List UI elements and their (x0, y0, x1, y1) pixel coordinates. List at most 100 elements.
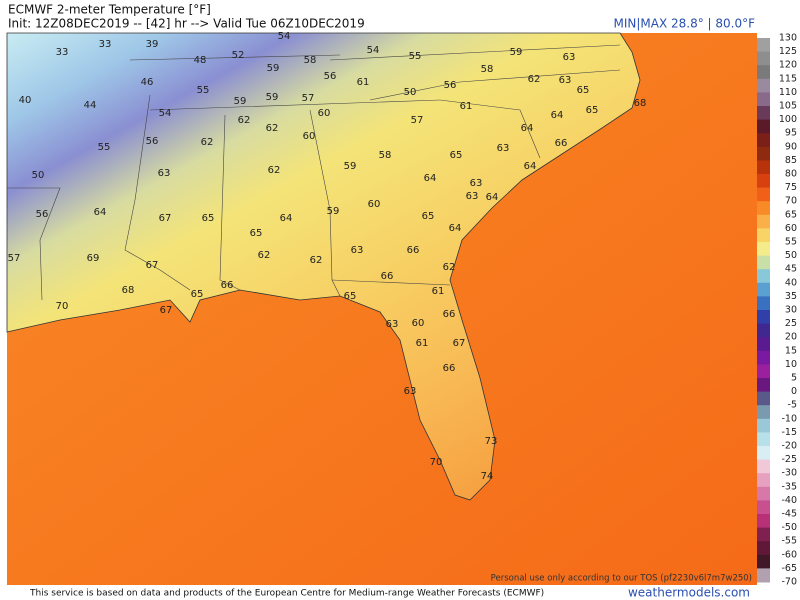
colorbar-label: 105 (779, 101, 797, 112)
colorbar-cell (757, 133, 770, 148)
colorbar-cell (757, 201, 770, 216)
colorbar-label: -10 (781, 413, 797, 424)
colorbar-cell (757, 255, 770, 270)
colorbar-label: 125 (779, 46, 797, 57)
colorbar-cell (757, 446, 770, 461)
colorbar-label: 40 (785, 277, 797, 288)
temperature-label: 50 (404, 87, 417, 98)
temperature-label: 63 (158, 168, 171, 179)
colorbar-label: 110 (779, 87, 797, 98)
colorbar-label: 30 (785, 305, 797, 316)
colorbar-label: 10 (785, 359, 797, 370)
temperature-label: 60 (368, 199, 381, 210)
colorbar-cell (757, 432, 770, 447)
colorbar-label: -60 (781, 549, 797, 560)
temperature-label: 33 (56, 47, 69, 58)
temperature-label: 56 (444, 80, 457, 91)
temperature-label: 54 (159, 108, 172, 119)
temperature-label: 59 (234, 96, 247, 107)
colorbar-cell (757, 51, 770, 66)
colorbar-label: -25 (781, 454, 797, 465)
temperature-label: 67 (146, 260, 159, 271)
colorbar-cell (757, 160, 770, 175)
temperature-label: 64 (521, 123, 534, 134)
temperature-label: 59 (267, 63, 280, 74)
temperature-label: 66 (407, 245, 420, 256)
temperature-label: 59 (510, 47, 523, 58)
colorbar-label: 75 (785, 182, 797, 193)
temperature-label: 55 (98, 142, 111, 153)
temperature-label: 62 (266, 123, 279, 134)
colorbar-cell (757, 38, 770, 53)
temperature-label: 62 (528, 74, 541, 85)
colorbar-cell (757, 296, 770, 311)
colorbar-label: 0 (791, 386, 797, 397)
colorbar-cell (757, 459, 770, 474)
colorbar-cell (757, 554, 770, 569)
colorbar-cell (757, 337, 770, 352)
temperature-label: 39 (146, 39, 159, 50)
colorbar-label: 20 (785, 332, 797, 343)
colorbar-label: -45 (781, 509, 797, 520)
temperature-label: 65 (250, 228, 263, 239)
colorbar-cell (757, 65, 770, 80)
map-title: ECMWF 2-meter Temperature [°F] (8, 3, 211, 17)
state-borders (7, 44, 621, 301)
colorbar-label: -55 (781, 536, 797, 547)
temperature-label: 57 (8, 253, 21, 264)
colorbar-label: 120 (779, 60, 797, 71)
colorbar-label: 130 (779, 33, 797, 44)
temperature-label: 65 (586, 105, 599, 116)
colorbar-cell (757, 174, 770, 189)
land (6, 32, 641, 501)
temperature-label: 66 (443, 363, 456, 374)
temperature-label: 65 (422, 211, 435, 222)
colorbar-cell (757, 187, 770, 202)
colorbar-cell (757, 269, 770, 284)
colorbar-cell (757, 119, 770, 134)
colorbar-label: 70 (785, 196, 797, 207)
temperature-label: 58 (481, 64, 494, 75)
colorbar-cell (757, 310, 770, 325)
colorbar-cell (757, 418, 770, 433)
temperature-label: 62 (201, 137, 214, 148)
temperature-label: 64 (424, 173, 437, 184)
temperature-label: 68 (122, 285, 135, 296)
colorbar-cell (757, 78, 770, 93)
colorbar-label: -20 (781, 441, 797, 452)
temperature-label: 70 (56, 301, 69, 312)
temperature-label: 58 (379, 150, 392, 161)
temperature-label: 62 (238, 115, 251, 126)
temperature-label: 63 (470, 178, 483, 189)
temperature-label: 74 (481, 471, 494, 482)
temperature-label: 66 (555, 138, 568, 149)
colorbar-cell (757, 282, 770, 297)
tos-note: Personal use only according to our TOS (… (491, 574, 752, 584)
colorbar-label: -70 (781, 577, 797, 588)
temperature-label: 55 (409, 51, 422, 62)
temperature-label: 56 (36, 209, 49, 220)
temperature-label: 61 (432, 286, 445, 297)
colorbar-label: -5 (788, 400, 797, 411)
colorbar-cell (757, 405, 770, 420)
temperature-label: 59 (327, 206, 340, 217)
temperature-label: 62 (443, 262, 456, 273)
colorbar-cell (757, 242, 770, 257)
temperature-label: 67 (160, 305, 173, 316)
credit: This service is based on data and produc… (29, 589, 544, 599)
temperature-label: 63 (351, 245, 364, 256)
temperature-label: 60 (303, 131, 316, 142)
temperature-label: 54 (278, 31, 291, 42)
temperature-label: 46 (141, 77, 154, 88)
colorbar-label: -50 (781, 522, 797, 533)
colorbar-cell (757, 514, 770, 529)
temperature-label: 63 (497, 143, 510, 154)
temperature-label: 68 (634, 98, 647, 109)
temperature-label: 61 (460, 101, 473, 112)
colorbar-label: -65 (781, 563, 797, 574)
colorbar-cell (757, 391, 770, 406)
colorbar-label: 90 (785, 141, 797, 152)
colorbar-label: 50 (785, 250, 797, 261)
colorbar-label: -40 (781, 495, 797, 506)
temperature-label: 62 (268, 165, 281, 176)
